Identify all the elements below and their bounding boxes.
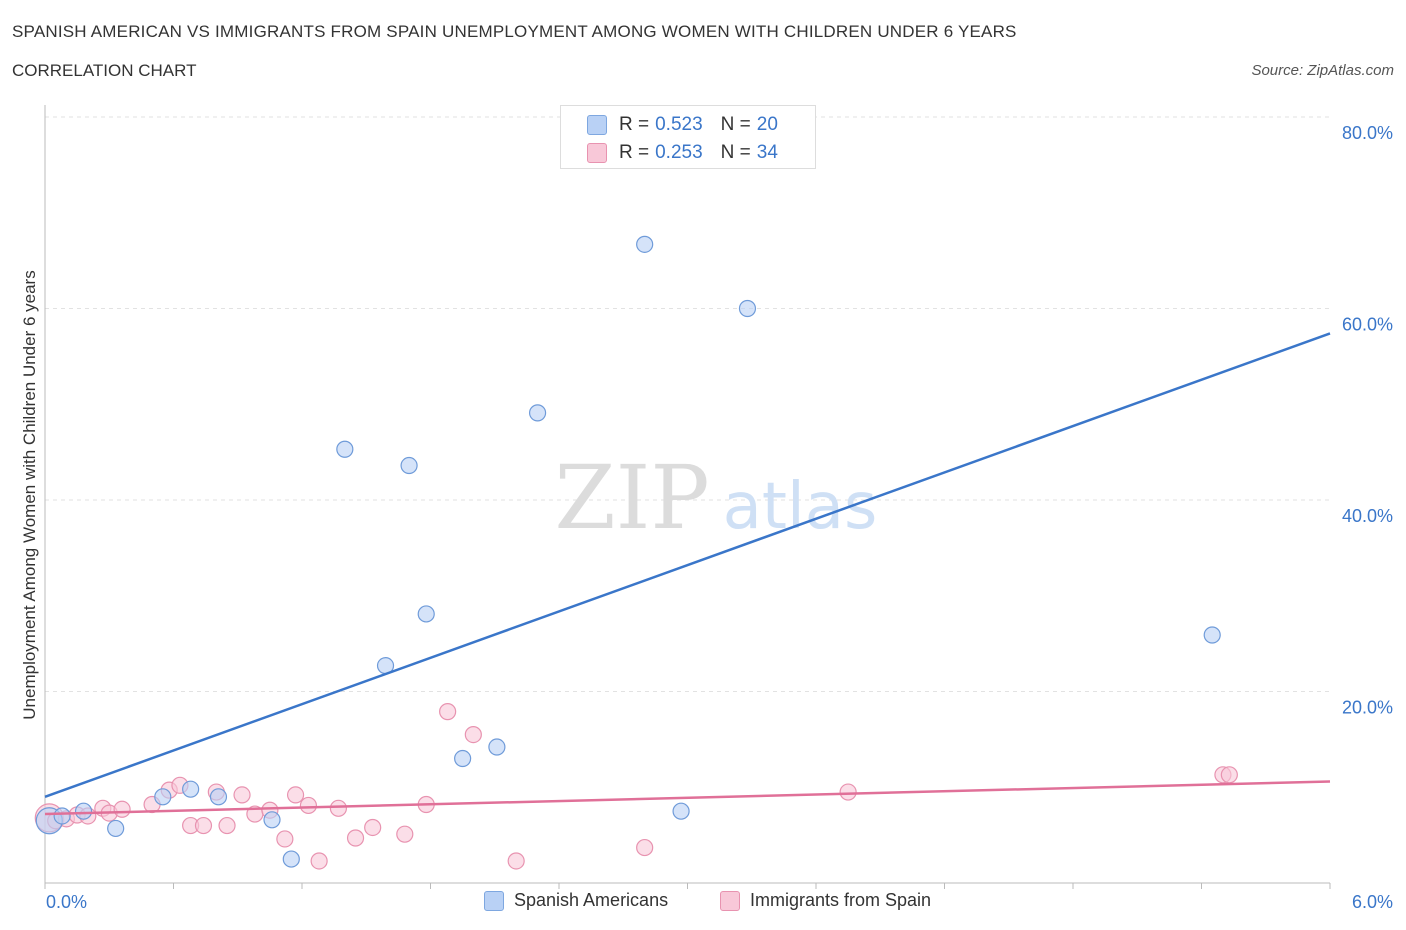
x-tick-label: 6.0% bbox=[1352, 892, 1393, 912]
data-point-immigrants-from-spain bbox=[329, 799, 348, 817]
grid-lines bbox=[45, 116, 1330, 692]
data-point-immigrants-from-spain bbox=[1220, 766, 1238, 784]
bottom-legend-swatch-blue bbox=[484, 890, 504, 911]
bottom-legend-swatch-pink bbox=[720, 890, 740, 911]
data-point-spanish-americans bbox=[454, 749, 472, 768]
data-point-immigrants-from-spain bbox=[233, 786, 251, 804]
watermark: ZIP atlas bbox=[554, 446, 877, 549]
watermark-zip: ZIP bbox=[554, 446, 709, 549]
legend-r-label: R = bbox=[619, 114, 650, 135]
data-point-immigrants-from-spain bbox=[113, 800, 131, 818]
legend-row-spanish-americans: R = 0.523 N = 20 bbox=[587, 113, 778, 137]
bottom-legend-immigrants-from-spain: Immigrants from Spain bbox=[720, 890, 931, 911]
data-point-spanish-americans bbox=[282, 850, 300, 868]
legend-swatch-pink bbox=[587, 143, 607, 163]
data-point-spanish-americans bbox=[528, 404, 547, 422]
data-point-immigrants-from-spain bbox=[636, 838, 654, 857]
data-point-immigrants-from-spain bbox=[276, 830, 294, 848]
correlation-legend: R = 0.523 N = 20 R = 0.253 N = 34 bbox=[560, 105, 816, 169]
data-point-spanish-americans bbox=[400, 456, 418, 475]
data-point-spanish-americans bbox=[488, 738, 506, 756]
chart-subtitle: CORRELATION CHART bbox=[12, 61, 197, 80]
y-axis-title: Unemployment Among Women with Children U… bbox=[20, 270, 39, 720]
bottom-legend-label: Immigrants from Spain bbox=[750, 890, 932, 910]
data-point-immigrants-from-spain bbox=[396, 825, 414, 843]
data-point-spanish-americans bbox=[74, 802, 93, 820]
legend-n-label: N = bbox=[720, 114, 751, 135]
legend-r-label: R = bbox=[619, 142, 650, 163]
trend-lines bbox=[44, 332, 1331, 816]
trend-line-spanish-americans bbox=[44, 332, 1331, 799]
trend-line-immigrants-from-spain bbox=[44, 780, 1331, 816]
data-point-immigrants-from-spain bbox=[464, 725, 482, 744]
data-point-spanish-americans bbox=[1203, 626, 1221, 644]
data-point-spanish-americans bbox=[738, 299, 757, 318]
source-label: Source: ZipAtlas.com bbox=[1251, 62, 1394, 79]
data-point-immigrants-from-spain bbox=[364, 818, 382, 837]
legend-row-immigrants-from-spain: R = 0.253 N = 34 bbox=[587, 141, 778, 165]
chart-title: SPANISH AMERICAN VS IMMIGRANTS FROM SPAI… bbox=[12, 22, 1017, 41]
data-point-spanish-americans bbox=[154, 788, 172, 806]
watermark-atlas: atlas bbox=[723, 470, 878, 544]
legend-r-value: 0.253 bbox=[655, 142, 703, 163]
legend-swatch-blue bbox=[587, 115, 607, 135]
data-point-spanish-americans bbox=[182, 780, 200, 798]
legend-n-label: N = bbox=[720, 142, 751, 163]
bottom-legend-label: Spanish Americans bbox=[514, 890, 669, 910]
y-tick-label: 80.0% bbox=[1342, 123, 1393, 143]
data-point-spanish-americans bbox=[107, 819, 125, 838]
data-point-immigrants-from-spain bbox=[507, 852, 525, 870]
data-point-spanish-americans bbox=[636, 235, 654, 253]
y-tick-label: 40.0% bbox=[1342, 506, 1393, 526]
data-point-immigrants-from-spain bbox=[194, 816, 213, 835]
data-point-spanish-americans bbox=[263, 811, 281, 829]
data-point-spanish-americans bbox=[417, 605, 435, 623]
x-tick-label: 0.0% bbox=[46, 892, 87, 912]
bottom-legend-spanish-americans: Spanish Americans bbox=[484, 890, 668, 911]
data-point-immigrants-from-spain bbox=[346, 829, 365, 847]
y-tick-label: 20.0% bbox=[1342, 698, 1393, 718]
data-point-immigrants-from-spain bbox=[218, 816, 236, 835]
series-immigrants-from-spain bbox=[34, 703, 1238, 870]
data-point-spanish-americans bbox=[209, 788, 228, 806]
data-point-immigrants-from-spain bbox=[299, 796, 318, 815]
data-point-immigrants-from-spain bbox=[439, 703, 457, 721]
data-point-spanish-americans bbox=[336, 440, 354, 458]
data-point-spanish-americans bbox=[53, 807, 71, 825]
data-point-spanish-americans bbox=[672, 802, 690, 820]
legend-r-value: 0.523 bbox=[655, 114, 703, 135]
data-point-immigrants-from-spain bbox=[839, 783, 857, 801]
data-point-immigrants-from-spain bbox=[310, 852, 328, 870]
axes bbox=[44, 105, 1331, 889]
tick-labels: 20.0% 40.0% 60.0% 80.0% 0.0% 6.0% bbox=[46, 123, 1393, 912]
y-tick-label: 60.0% bbox=[1342, 315, 1393, 335]
data-point-immigrants-from-spain bbox=[286, 786, 305, 804]
legend-n-value: 20 bbox=[756, 114, 778, 135]
series-spanish-americans bbox=[35, 235, 1221, 868]
legend-n-value: 34 bbox=[756, 142, 778, 163]
